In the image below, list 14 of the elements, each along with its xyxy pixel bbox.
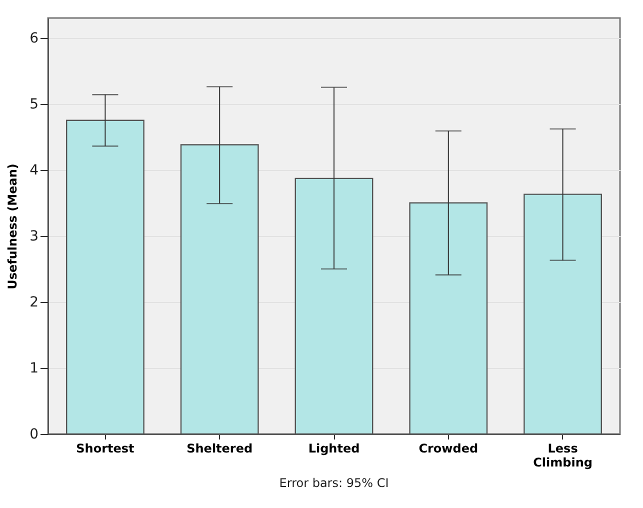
y-tick-label: 0	[30, 426, 38, 442]
y-tick-label: 6	[30, 30, 39, 46]
y-axis-title: Usefulness (Mean)	[6, 164, 20, 290]
x-tick-label: Sheltered	[186, 442, 253, 456]
text: Error bars: 95% CI	[279, 476, 389, 490]
y-tick-label: 4	[30, 162, 39, 178]
x-tick-label: Crowded	[418, 442, 478, 456]
y-tick-label: 2	[30, 294, 38, 310]
x-tick-label: Lighted	[308, 442, 360, 456]
x-tick-label: Less Climbing	[533, 442, 592, 470]
y-tick-label: 3	[30, 228, 38, 244]
y-tick-label: 1	[30, 360, 38, 376]
x-tick-label: Shortest	[76, 442, 135, 456]
y-tick-label: 5	[30, 96, 38, 112]
